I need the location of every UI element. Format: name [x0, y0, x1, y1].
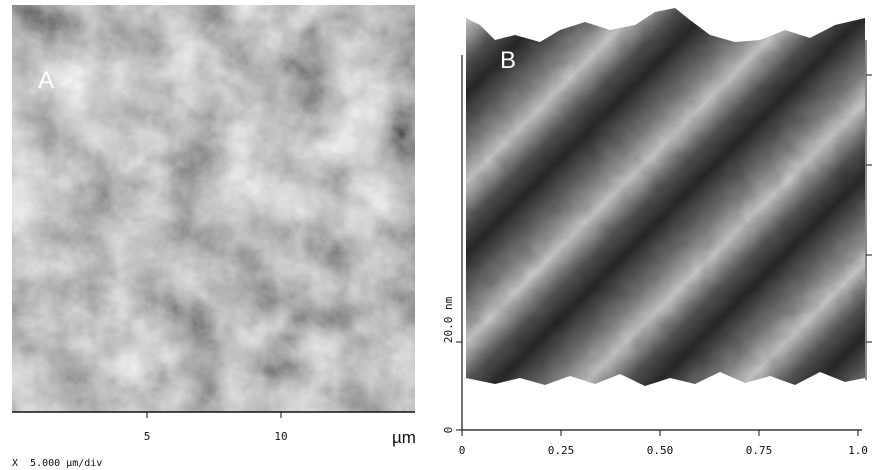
z-tick-label: 0 — [442, 427, 455, 434]
x-tick-label: 5 — [144, 430, 151, 443]
x-tick-label: 1.0 — [848, 444, 868, 457]
panel-label: B — [500, 47, 516, 74]
x-unit: µm — [392, 428, 416, 447]
z-tick-label: 20.0 nm — [442, 296, 455, 343]
x-tick-label: 0.50 — [647, 444, 674, 457]
panel-b-image — [462, 5, 867, 390]
x-tick-label: 0.75 — [746, 444, 773, 457]
x-tick-label: 0 — [459, 444, 466, 457]
x-tick-label: 0.25 — [548, 444, 575, 457]
panel-a-image — [12, 5, 415, 412]
scale-note: X 5.000 µm/div — [12, 458, 102, 469]
panel-label: A — [38, 67, 54, 94]
figure: A 5 10 µm X 5.000 µm/div B 0 0.25 0.50 0… — [0, 0, 880, 470]
x-tick-label: 10 — [274, 430, 287, 443]
